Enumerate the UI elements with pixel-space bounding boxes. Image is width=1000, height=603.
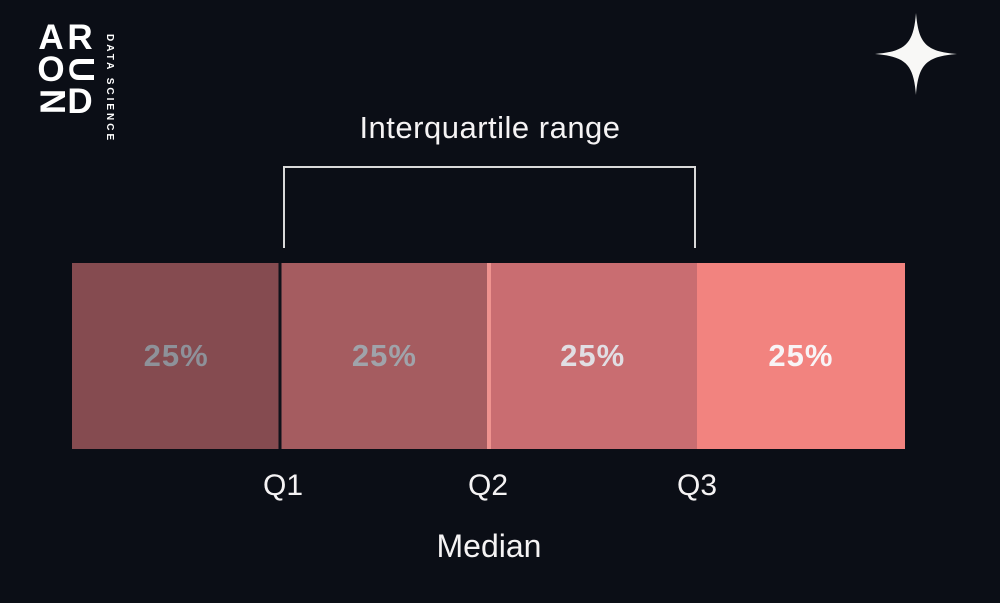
segment-percentage-label: 25% xyxy=(768,338,834,373)
logo-letter: D xyxy=(67,82,94,121)
quartile-segment-4: 25% xyxy=(696,263,905,449)
q2-label: Q2 xyxy=(467,469,509,502)
logo-tagline: DATA SCIENCE xyxy=(104,34,115,144)
quartile-segment-3: 25% xyxy=(488,263,697,449)
quartile-segment-1: 25% xyxy=(72,263,281,449)
logo-stacked-letters: A R O U N D xyxy=(32,18,101,143)
q1-divider-line xyxy=(278,263,282,449)
quartile-bar: 25% 25% 25% 25% xyxy=(72,263,905,449)
segment-percentage-label: 25% xyxy=(560,338,626,373)
logo-letter: A xyxy=(38,18,65,57)
quartile-segment-2: 25% xyxy=(280,263,489,449)
logo-letter: R xyxy=(67,18,94,57)
interquartile-range-title: Interquartile range xyxy=(359,110,621,145)
sparkle-star-icon xyxy=(875,13,957,95)
around-logo: A R O U N D DATA SCIENCE xyxy=(32,18,116,144)
q3-label: Q3 xyxy=(676,469,718,502)
logo-letter: N xyxy=(32,88,72,116)
q2-median-divider-line xyxy=(486,263,491,449)
segment-percentage-label: 25% xyxy=(143,338,209,373)
logo-letter: O xyxy=(37,50,66,89)
logo-row: O U xyxy=(37,50,101,89)
q1-label: Q1 xyxy=(262,469,304,502)
logo-row: N D xyxy=(32,82,95,121)
logo-letter: U xyxy=(61,56,101,84)
iqr-bracket xyxy=(283,166,696,248)
segment-percentage-label: 25% xyxy=(351,338,417,373)
median-label: Median xyxy=(436,528,542,564)
logo-row: A R xyxy=(37,18,95,57)
